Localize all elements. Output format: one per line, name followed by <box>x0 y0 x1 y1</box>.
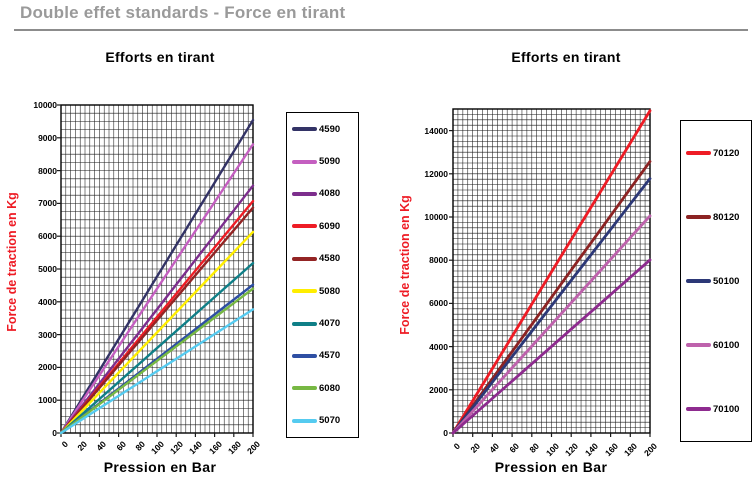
y-tick-label: 2000 <box>429 384 448 395</box>
legend-item: 4080 <box>287 188 358 199</box>
series-line-5080 <box>59 230 255 435</box>
left-chart-y-axis-title: Force de traction en Kg <box>5 192 19 332</box>
legend-label: 70100 <box>713 403 740 415</box>
legend-swatch <box>686 343 711 347</box>
legend-swatch <box>292 127 317 132</box>
y-tick-label: 5000 <box>38 264 57 274</box>
series-line-80120 <box>451 160 652 435</box>
legend-list: 4590 5090 4080 6090 4580 5080 4070 4570 6080 5070 <box>287 113 358 437</box>
legend-item: 80120 <box>681 212 751 223</box>
y-tick-label: 7000 <box>38 198 57 209</box>
y-tick-label: 12000 <box>424 168 448 179</box>
left-chart-plot-area <box>57 104 255 437</box>
legend-swatch <box>292 159 317 164</box>
y-tick-label: 1000 <box>38 395 57 406</box>
y-tick-label: 3000 <box>38 329 57 340</box>
legend-swatch <box>686 215 711 219</box>
legend-swatch <box>292 321 317 326</box>
legend-label: 5070 <box>319 415 341 427</box>
legend-label: 70120 <box>713 147 740 159</box>
legend-item: 50100 <box>681 276 751 287</box>
y-tick-label: 0 <box>52 428 57 438</box>
y-tick-label: 10000 <box>424 212 448 222</box>
series-line-60100 <box>451 214 652 435</box>
legend-label: 5090 <box>319 156 341 168</box>
series-line-4070 <box>59 261 255 435</box>
series-line-5070 <box>59 308 255 435</box>
legend-swatch <box>292 418 317 423</box>
legend-swatch <box>292 289 317 294</box>
series-line-4590 <box>59 118 255 435</box>
legend-swatch <box>686 279 711 283</box>
legend-label: 80120 <box>713 211 740 223</box>
legend-label: 50100 <box>713 275 740 287</box>
y-tick-label: 4000 <box>429 341 448 352</box>
series-line-70100 <box>451 258 652 435</box>
header-rule <box>14 29 748 31</box>
series-line-5090 <box>59 143 255 435</box>
legend-item: 5070 <box>287 415 358 426</box>
legend-item: 60100 <box>681 340 751 351</box>
legend-swatch <box>292 191 317 196</box>
y-tick-label: 9000 <box>38 132 57 143</box>
series-line-50100 <box>451 177 652 435</box>
series-line-4580 <box>59 206 255 435</box>
y-tick-label: 14000 <box>424 125 448 136</box>
legend-swatch <box>686 151 711 155</box>
legend-swatch <box>292 353 317 358</box>
legend-list: 70120 80120 50100 60100 70100 <box>681 121 751 441</box>
legend-swatch <box>686 407 711 411</box>
right-chart-legend: 70120 80120 50100 60100 70100 <box>680 120 752 442</box>
series-line-4080 <box>59 184 255 435</box>
legend-item: 6080 <box>287 383 358 394</box>
legend-item: 70100 <box>681 404 751 415</box>
left-chart-x-axis-title: Pression en Bar <box>103 459 217 475</box>
left-chart-title: Efforts en tirant <box>105 49 215 65</box>
legend-item: 4580 <box>287 253 358 264</box>
legend-label: 6090 <box>319 220 341 232</box>
legend-label: 60100 <box>713 339 740 351</box>
legend-swatch <box>292 256 317 261</box>
y-tick-label: 8000 <box>429 255 448 266</box>
legend-label: 5080 <box>319 285 341 297</box>
y-tick-label: 8000 <box>38 165 57 176</box>
legend-swatch <box>292 386 317 391</box>
legend-label: 6080 <box>319 382 341 394</box>
series-line-70120 <box>451 109 652 435</box>
legend-label: 4570 <box>319 350 341 362</box>
legend-label: 4580 <box>319 253 341 265</box>
right-chart-title: Efforts en tirant <box>511 49 621 65</box>
legend-item: 5090 <box>287 156 358 167</box>
legend-item: 4570 <box>287 350 358 361</box>
legend-label: 4080 <box>319 188 341 200</box>
y-tick-label: 6000 <box>38 231 57 242</box>
series-line-6080 <box>59 287 255 435</box>
y-tick-label: 6000 <box>429 298 448 309</box>
legend-item: 4070 <box>287 318 358 329</box>
left-chart-legend: 4590 5090 4080 6090 4580 5080 4070 4570 6080 5070 <box>286 112 359 438</box>
legend-item: 6090 <box>287 221 358 232</box>
y-tick-label: 2000 <box>38 362 57 373</box>
y-tick-label: 10000 <box>33 100 57 110</box>
y-tick-label: 4000 <box>38 296 57 307</box>
legend-item: 5080 <box>287 286 358 297</box>
legend-label: 4590 <box>319 123 341 135</box>
page-title: Double effet standards - Force en tirant <box>20 3 346 22</box>
legend-item: 4590 <box>287 124 358 135</box>
y-tick-label: 0 <box>443 428 448 438</box>
legend-item: 70120 <box>681 148 751 159</box>
legend-swatch <box>292 224 317 229</box>
right-chart-x-axis-title: Pression en Bar <box>494 459 608 475</box>
right-chart-plot-area <box>449 108 652 437</box>
legend-label: 4070 <box>319 318 341 330</box>
